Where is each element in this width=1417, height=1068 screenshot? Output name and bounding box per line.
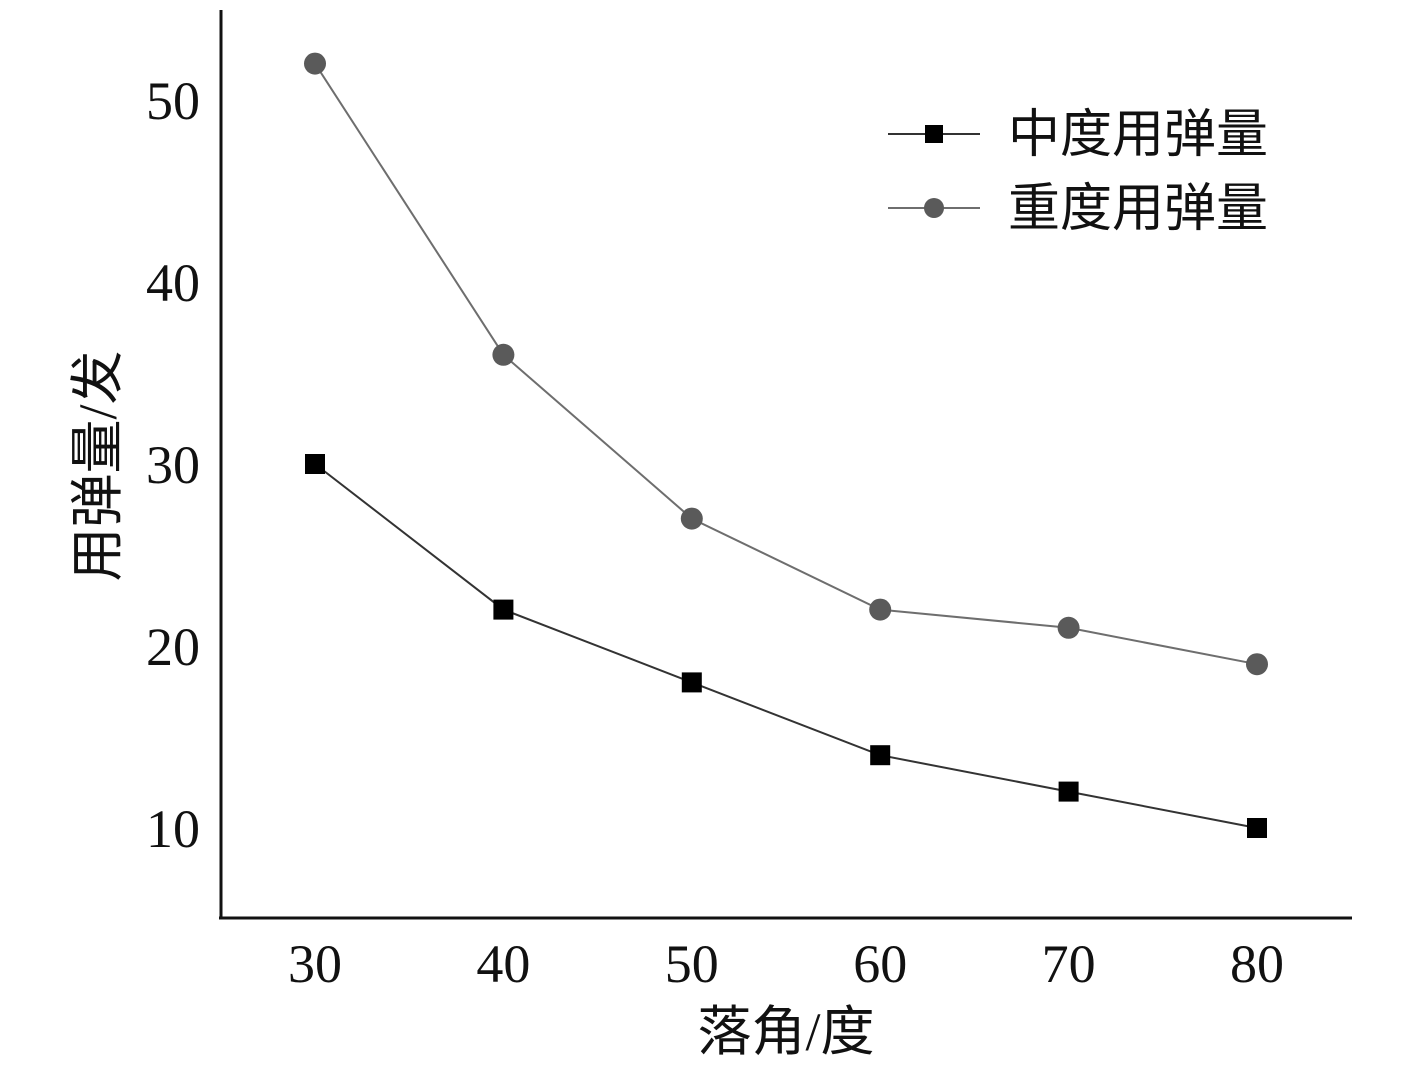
data-point-square	[1058, 781, 1079, 802]
axes	[219, 10, 1352, 920]
data-point-circle	[492, 343, 515, 366]
legend-label-series-1: 重度用弹量	[1008, 181, 1268, 238]
series	[304, 52, 1268, 838]
legend: 中度用弹量 重度用弹量	[888, 107, 1268, 238]
legend-marker-square-icon	[925, 125, 943, 143]
x-tick-label: 40	[476, 934, 530, 994]
data-point-circle	[680, 507, 703, 530]
y-tick-label: 20	[146, 617, 200, 677]
data-point-circle	[304, 52, 326, 75]
y-tick-label: 40	[146, 253, 200, 313]
x-axis-label: 落角/度	[697, 1002, 874, 1062]
y-tick-label: 50	[146, 71, 200, 131]
x-tick-label: 50	[665, 934, 719, 994]
data-point-circle	[1246, 653, 1268, 676]
data-point-square	[1247, 818, 1267, 838]
x-tick-label: 60	[853, 934, 907, 994]
x-tick-label: 70	[1042, 934, 1096, 994]
legend-item-series-0: 中度用弹量	[888, 107, 1268, 164]
y-tick-label: 10	[146, 799, 200, 859]
legend-label-series-0: 中度用弹量	[1008, 107, 1268, 164]
series-1	[304, 52, 1268, 676]
data-point-circle	[869, 598, 892, 621]
series-0	[305, 454, 1267, 838]
series-line	[314, 463, 1258, 829]
data-point-square	[493, 599, 514, 620]
series-line	[314, 63, 1258, 666]
data-point-square	[870, 745, 891, 766]
x-tick-label: 80	[1230, 934, 1284, 994]
y-axis-label: 用弹量/发	[68, 350, 128, 581]
x-tick-label: 30	[288, 934, 342, 994]
data-point-circle	[1057, 616, 1080, 639]
legend-item-series-1: 重度用弹量	[888, 181, 1268, 238]
tick-labels: 30 40 50 60 70 80 10 20 30 40 50	[146, 71, 1284, 994]
data-point-square	[681, 672, 702, 693]
data-point-square	[305, 454, 325, 474]
y-tick-label: 30	[146, 435, 200, 495]
legend-marker-circle-icon	[924, 198, 944, 218]
